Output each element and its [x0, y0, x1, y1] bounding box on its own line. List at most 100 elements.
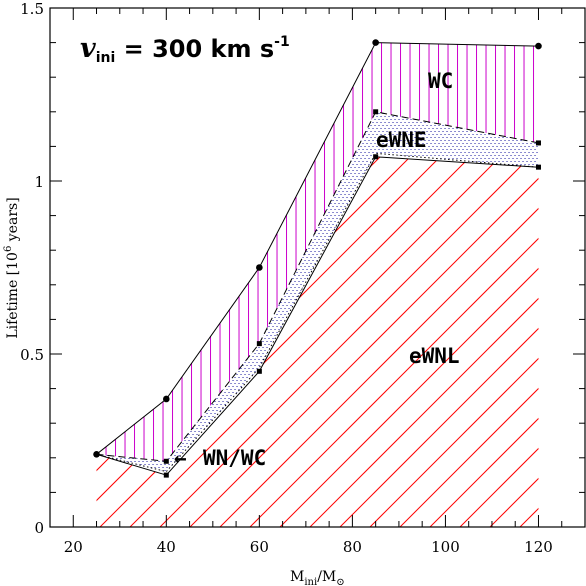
ewne-dot — [316, 128, 318, 129]
ewne-dot — [127, 29, 128, 30]
ewne-dot — [363, 53, 364, 54]
ewne-dot — [515, 35, 516, 36]
ewne-dot — [205, 14, 206, 15]
ewne-dot — [207, 101, 208, 102]
ewne-dot — [187, 65, 188, 66]
ewne-dot — [361, 110, 362, 111]
ewne-dot — [393, 104, 394, 105]
ewne-dot — [294, 119, 296, 120]
ewne-dot — [472, 122, 474, 123]
ewne-dot — [221, 68, 222, 69]
ewne-dot — [471, 59, 472, 60]
ewne-dot — [455, 47, 456, 48]
ewne-dot — [289, 110, 290, 111]
ewne-dot — [463, 47, 464, 48]
ewne-dot — [227, 107, 228, 108]
ewne-dot — [454, 119, 456, 120]
ewne-dot — [170, 125, 172, 126]
ewne-dot — [349, 68, 350, 69]
ewne-dot — [330, 131, 332, 132]
ewne-dot — [427, 47, 428, 48]
ewne-dot — [209, 74, 210, 75]
ewne-dot — [318, 113, 320, 114]
ewne-dot — [221, 20, 222, 21]
ewne-dot — [359, 11, 360, 12]
ewne-dot — [454, 113, 456, 114]
ewne-dot — [295, 17, 296, 18]
ewne-dot — [413, 20, 414, 21]
ewne-dot — [357, 44, 358, 45]
ewne-dot — [132, 128, 134, 129]
ewne-dot — [367, 83, 368, 84]
ewne-dot — [149, 20, 150, 21]
ewne-dot — [323, 101, 324, 102]
ewne-dot — [415, 47, 416, 48]
ewne-dot — [501, 32, 502, 33]
ewne-dot — [419, 11, 420, 12]
ewne-dot — [360, 116, 362, 117]
ewne-dot — [117, 32, 118, 33]
ewne-dot — [371, 77, 372, 78]
ewne-dot — [491, 47, 492, 48]
ewne-dot — [517, 20, 518, 21]
ewne-dot — [110, 125, 112, 126]
ewne-dot — [441, 20, 442, 21]
ewne-dot — [153, 104, 154, 105]
ewne-dot — [509, 80, 510, 81]
ewne-dot — [293, 92, 294, 93]
ewne-dot — [116, 122, 118, 123]
ewne-dot — [299, 35, 300, 36]
ewne-dot — [519, 89, 520, 90]
ewne-dot — [163, 83, 164, 84]
ewne-dot — [461, 26, 462, 27]
ewne-dot — [507, 17, 508, 18]
ewne-dot — [521, 50, 522, 51]
ewne-dot — [381, 32, 382, 33]
ewne-dot — [337, 92, 338, 93]
ewne-dot — [203, 29, 204, 30]
ewne-dot — [387, 71, 388, 72]
ewne-dot — [395, 47, 396, 48]
ewne-dot — [525, 86, 526, 87]
ewne-dot — [344, 122, 346, 123]
ewne-dot — [177, 92, 178, 93]
ewne-dot — [403, 35, 404, 36]
ewne-dot — [483, 29, 484, 30]
ewne-dot — [255, 107, 256, 108]
ewne-dot — [357, 62, 358, 63]
ewne-dot — [503, 35, 504, 36]
ewne-dot — [159, 95, 160, 96]
ewne-dot — [450, 119, 452, 120]
ewne-dot — [215, 77, 216, 78]
ewne-dot — [154, 137, 156, 138]
ewne-dot — [309, 50, 310, 51]
ewne-dot — [461, 110, 462, 111]
ewne-dot — [433, 20, 434, 21]
ewne-dot — [519, 35, 520, 36]
ewne-dot — [287, 23, 288, 24]
ewne-dot — [289, 32, 290, 33]
ewne-dot — [169, 86, 170, 87]
ewne-dot — [483, 83, 484, 84]
ewne-dot — [234, 119, 236, 120]
ewne-dot — [129, 92, 130, 93]
ewne-dot — [463, 71, 464, 72]
ewne-dot — [503, 53, 504, 54]
ewne-dot — [189, 74, 190, 75]
ewne-dot — [257, 104, 258, 105]
ewne-dot — [214, 125, 216, 126]
ewne-dot — [191, 71, 192, 72]
ewne-dot — [499, 65, 500, 66]
ewne-dot — [205, 104, 206, 105]
ewne-dot — [261, 14, 262, 15]
ewne-dot — [184, 128, 186, 129]
ewne-dot — [147, 83, 148, 84]
ewne-dot — [453, 110, 454, 111]
ewne-dot — [366, 137, 368, 138]
ewne-dot — [371, 23, 372, 24]
ewne-dot — [269, 104, 270, 105]
ewne-dot — [323, 83, 324, 84]
ewne-dot — [529, 104, 530, 105]
ewne-dot — [403, 83, 404, 84]
ewne-dot — [171, 65, 172, 66]
